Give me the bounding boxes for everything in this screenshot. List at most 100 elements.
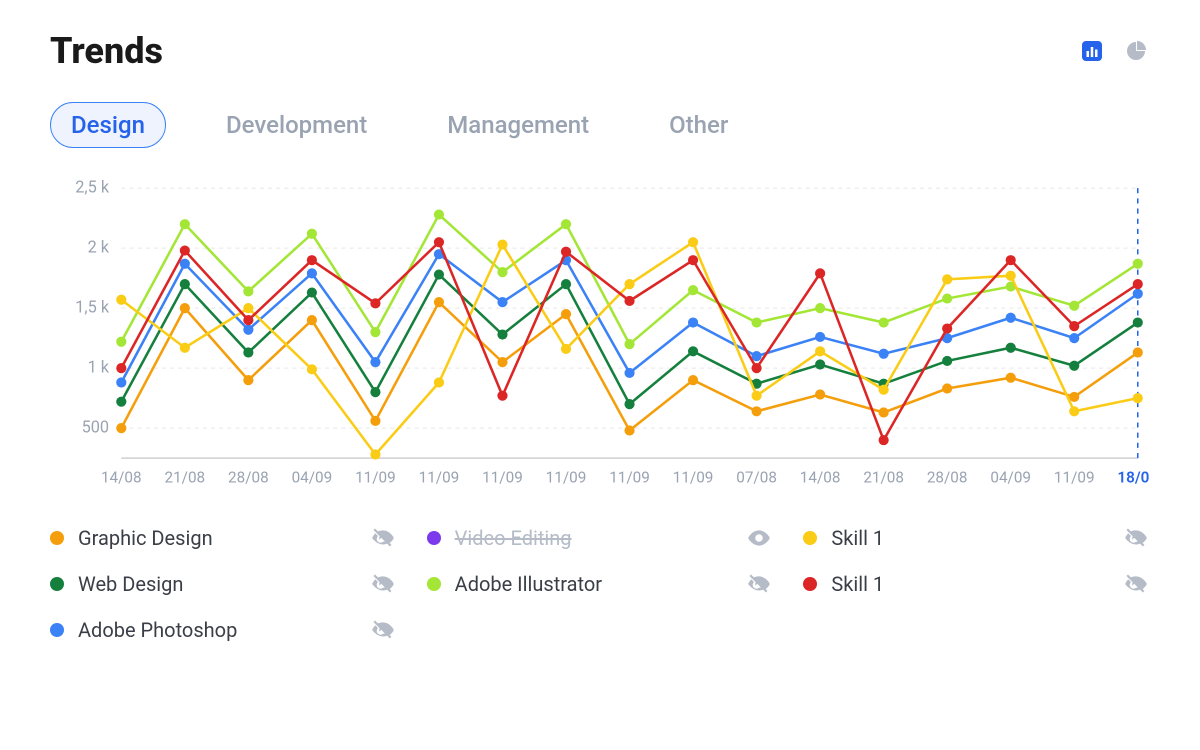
svg-text:04/09: 04/09 (292, 469, 333, 487)
point-graphic-design (370, 416, 380, 426)
point-web-design (434, 269, 444, 279)
point-skill-1a (752, 391, 762, 401)
point-adobe-illustrator (116, 337, 126, 347)
point-graphic-design (307, 315, 317, 325)
point-skill-1b (1069, 321, 1079, 331)
point-skill-1b (116, 363, 126, 373)
point-skill-1a (815, 346, 825, 356)
legend-dot (50, 577, 64, 591)
svg-text:11/09: 11/09 (673, 469, 714, 487)
svg-text:11/09: 11/09 (1054, 469, 1095, 487)
point-adobe-illustrator (307, 229, 317, 239)
point-web-design (688, 346, 698, 356)
hide-series-icon[interactable] (369, 616, 397, 644)
legend-dot (50, 623, 64, 637)
point-skill-1b (180, 245, 190, 255)
svg-text:14/08: 14/08 (800, 469, 841, 487)
hide-series-icon[interactable] (1122, 524, 1150, 552)
point-skill-1a (561, 344, 571, 354)
hide-series-icon[interactable] (369, 524, 397, 552)
svg-text:500: 500 (82, 417, 109, 436)
point-adobe-illustrator (1133, 259, 1143, 269)
point-skill-1a (1069, 406, 1079, 416)
header-icons (1078, 37, 1150, 65)
point-adobe-illustrator (561, 219, 571, 229)
legend-item-video-editing: Video Editing (427, 524, 774, 552)
point-web-design (815, 359, 825, 369)
legend-label: Graphic Design (78, 526, 213, 550)
point-skill-1a (942, 274, 952, 284)
point-skill-1a (624, 279, 634, 289)
legend-label: Web Design (78, 572, 183, 596)
pie-chart-icon[interactable] (1122, 37, 1150, 65)
point-skill-1a (1006, 271, 1016, 281)
svg-text:11/09: 11/09 (482, 469, 523, 487)
hide-series-icon[interactable] (1122, 570, 1150, 598)
point-web-design (561, 279, 571, 289)
svg-text:1 k: 1 k (88, 357, 110, 376)
bar-chart-icon[interactable] (1078, 37, 1106, 65)
point-web-design (180, 279, 190, 289)
point-adobe-illustrator (370, 327, 380, 337)
point-web-design (497, 329, 507, 339)
point-graphic-design (561, 309, 571, 319)
point-web-design (942, 356, 952, 366)
svg-text:28/08: 28/08 (228, 469, 269, 487)
series-graphic-design (121, 302, 1137, 430)
point-skill-1b (307, 255, 317, 265)
show-series-icon[interactable] (745, 524, 773, 552)
legend-label: Video Editing (455, 526, 572, 550)
point-adobe-illustrator (688, 285, 698, 295)
legend-dot (803, 577, 817, 591)
point-adobe-photoshop (1006, 313, 1016, 323)
svg-text:11/09: 11/09 (546, 469, 587, 487)
point-skill-1a (180, 343, 190, 353)
tab-other[interactable]: Other (649, 103, 748, 147)
svg-text:04/09: 04/09 (990, 469, 1031, 487)
point-adobe-illustrator (497, 267, 507, 277)
point-adobe-illustrator (243, 286, 253, 296)
hide-series-icon[interactable] (745, 570, 773, 598)
point-skill-1a (1133, 393, 1143, 403)
point-skill-1b (879, 435, 889, 445)
point-skill-1b (497, 391, 507, 401)
svg-text:21/08: 21/08 (165, 469, 206, 487)
point-skill-1b (752, 363, 762, 373)
point-adobe-photoshop (1133, 289, 1143, 299)
legend-label: Skill 1 (831, 572, 884, 596)
chart-svg: 5001 k1,5 k2 k2,5 k14/0821/0828/0804/091… (50, 178, 1150, 494)
point-graphic-design (942, 383, 952, 393)
tab-development[interactable]: Development (206, 103, 387, 147)
point-skill-1b (434, 237, 444, 247)
legend-dot (427, 531, 441, 545)
svg-text:2 k: 2 k (88, 237, 110, 256)
point-adobe-photoshop (370, 357, 380, 367)
svg-text:11/09: 11/09 (419, 469, 460, 487)
legend-label: Skill 1 (831, 526, 884, 550)
svg-text:21/08: 21/08 (863, 469, 904, 487)
point-adobe-illustrator (879, 317, 889, 327)
tab-design[interactable]: Design (50, 102, 166, 148)
hide-series-icon[interactable] (369, 570, 397, 598)
svg-text:14/08: 14/08 (101, 469, 142, 487)
tab-management[interactable]: Management (427, 103, 609, 147)
svg-text:07/08: 07/08 (736, 469, 777, 487)
point-adobe-photoshop (307, 268, 317, 278)
point-adobe-photoshop (497, 297, 507, 307)
legend-item-graphic-design: Graphic Design (50, 524, 397, 552)
legend-item-skill-1b: Skill 1 (803, 570, 1150, 598)
point-graphic-design (497, 357, 507, 367)
point-adobe-photoshop (815, 332, 825, 342)
chart-legend: Graphic Design Video Editing Skill 1 Web De… (50, 524, 1150, 644)
point-graphic-design (116, 423, 126, 433)
point-skill-1a (497, 239, 507, 249)
point-skill-1a (243, 303, 253, 313)
point-web-design (370, 387, 380, 397)
point-graphic-design (688, 375, 698, 385)
point-adobe-photoshop (116, 377, 126, 387)
point-skill-1a (879, 385, 889, 395)
point-adobe-photoshop (688, 317, 698, 327)
legend-label: Adobe Photoshop (78, 618, 237, 642)
point-graphic-design (1133, 347, 1143, 357)
legend-item-adobe-illustrator: Adobe Illustrator (427, 570, 774, 598)
